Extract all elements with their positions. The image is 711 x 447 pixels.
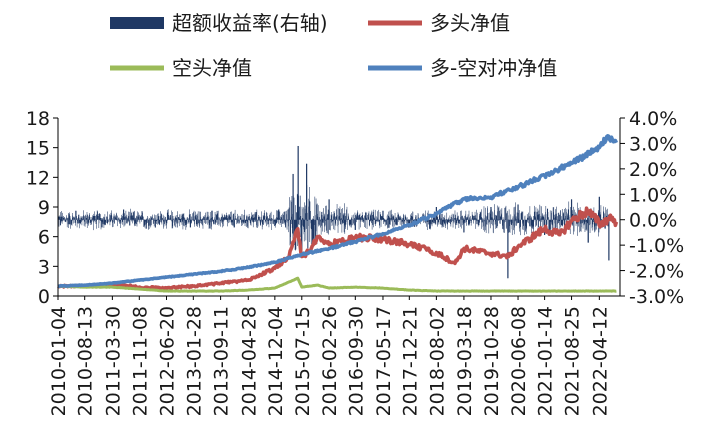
right-tick-label: -1.0% bbox=[629, 235, 684, 257]
x-tick-label: 2015-07-15 bbox=[292, 306, 314, 416]
right-tick-label: -3.0% bbox=[629, 286, 684, 308]
right-tick-label: 2.0% bbox=[629, 159, 677, 181]
x-tick-label: 2019-10-28 bbox=[481, 306, 503, 416]
x-tick-label: 2013-01-28 bbox=[183, 306, 205, 416]
left-tick-label: 15 bbox=[26, 138, 50, 160]
x-tick-label: 2022-04-12 bbox=[589, 306, 611, 416]
left-tick-label: 0 bbox=[38, 286, 50, 308]
x-tick-label: 2017-05-17 bbox=[373, 306, 395, 416]
x-tick-label: 2014-12-04 bbox=[265, 306, 287, 416]
excess-return-bar-path bbox=[58, 146, 609, 278]
right-tick-label: 3.0% bbox=[629, 133, 677, 155]
right-tick-label: 4.0% bbox=[629, 108, 677, 130]
legend-label-1: 多头净值 bbox=[430, 11, 510, 35]
left-tick-label: 9 bbox=[38, 197, 50, 219]
left-tick-label: 3 bbox=[38, 256, 50, 278]
x-tick-label: 2018-08-02 bbox=[426, 306, 448, 416]
right-tick-label: -2.0% bbox=[629, 261, 684, 283]
x-tick-label: 2021-01-14 bbox=[535, 306, 557, 416]
x-tick-label: 2021-08-25 bbox=[562, 306, 584, 416]
left-tick-label: 6 bbox=[38, 227, 50, 249]
x-tick-label: 2011-03-30 bbox=[102, 306, 124, 416]
legend-swatch-0 bbox=[110, 17, 164, 29]
x-tick-label: 2016-09-30 bbox=[345, 306, 367, 416]
x-tick-label: 2011-11-08 bbox=[129, 306, 151, 416]
legend-label-3: 多-空对冲净值 bbox=[430, 56, 557, 80]
x-tick-label: 2010-08-13 bbox=[75, 306, 97, 416]
x-tick-label: 2020-06-08 bbox=[508, 306, 530, 416]
x-tick-label: 2014-04-28 bbox=[238, 306, 260, 416]
x-tick-label: 2017-12-21 bbox=[399, 306, 421, 416]
excess-return-bars bbox=[58, 146, 609, 278]
x-tick-label: 2012-06-20 bbox=[157, 306, 179, 416]
left-tick-label: 18 bbox=[26, 108, 50, 130]
x-tick-label: 2010-01-04 bbox=[48, 306, 70, 416]
x-tick-label: 2019-03-18 bbox=[454, 306, 476, 416]
right-tick-label: 0.0% bbox=[629, 210, 677, 232]
left-tick-label: 12 bbox=[26, 167, 50, 189]
x-tick-label: 2016-02-26 bbox=[319, 306, 341, 416]
x-tick-label: 2013-09-11 bbox=[211, 306, 233, 416]
right-tick-label: 1.0% bbox=[629, 184, 677, 206]
legend-label-0: 超额收益率(右轴) bbox=[172, 11, 328, 35]
legend-label-2: 空头净值 bbox=[172, 56, 252, 80]
